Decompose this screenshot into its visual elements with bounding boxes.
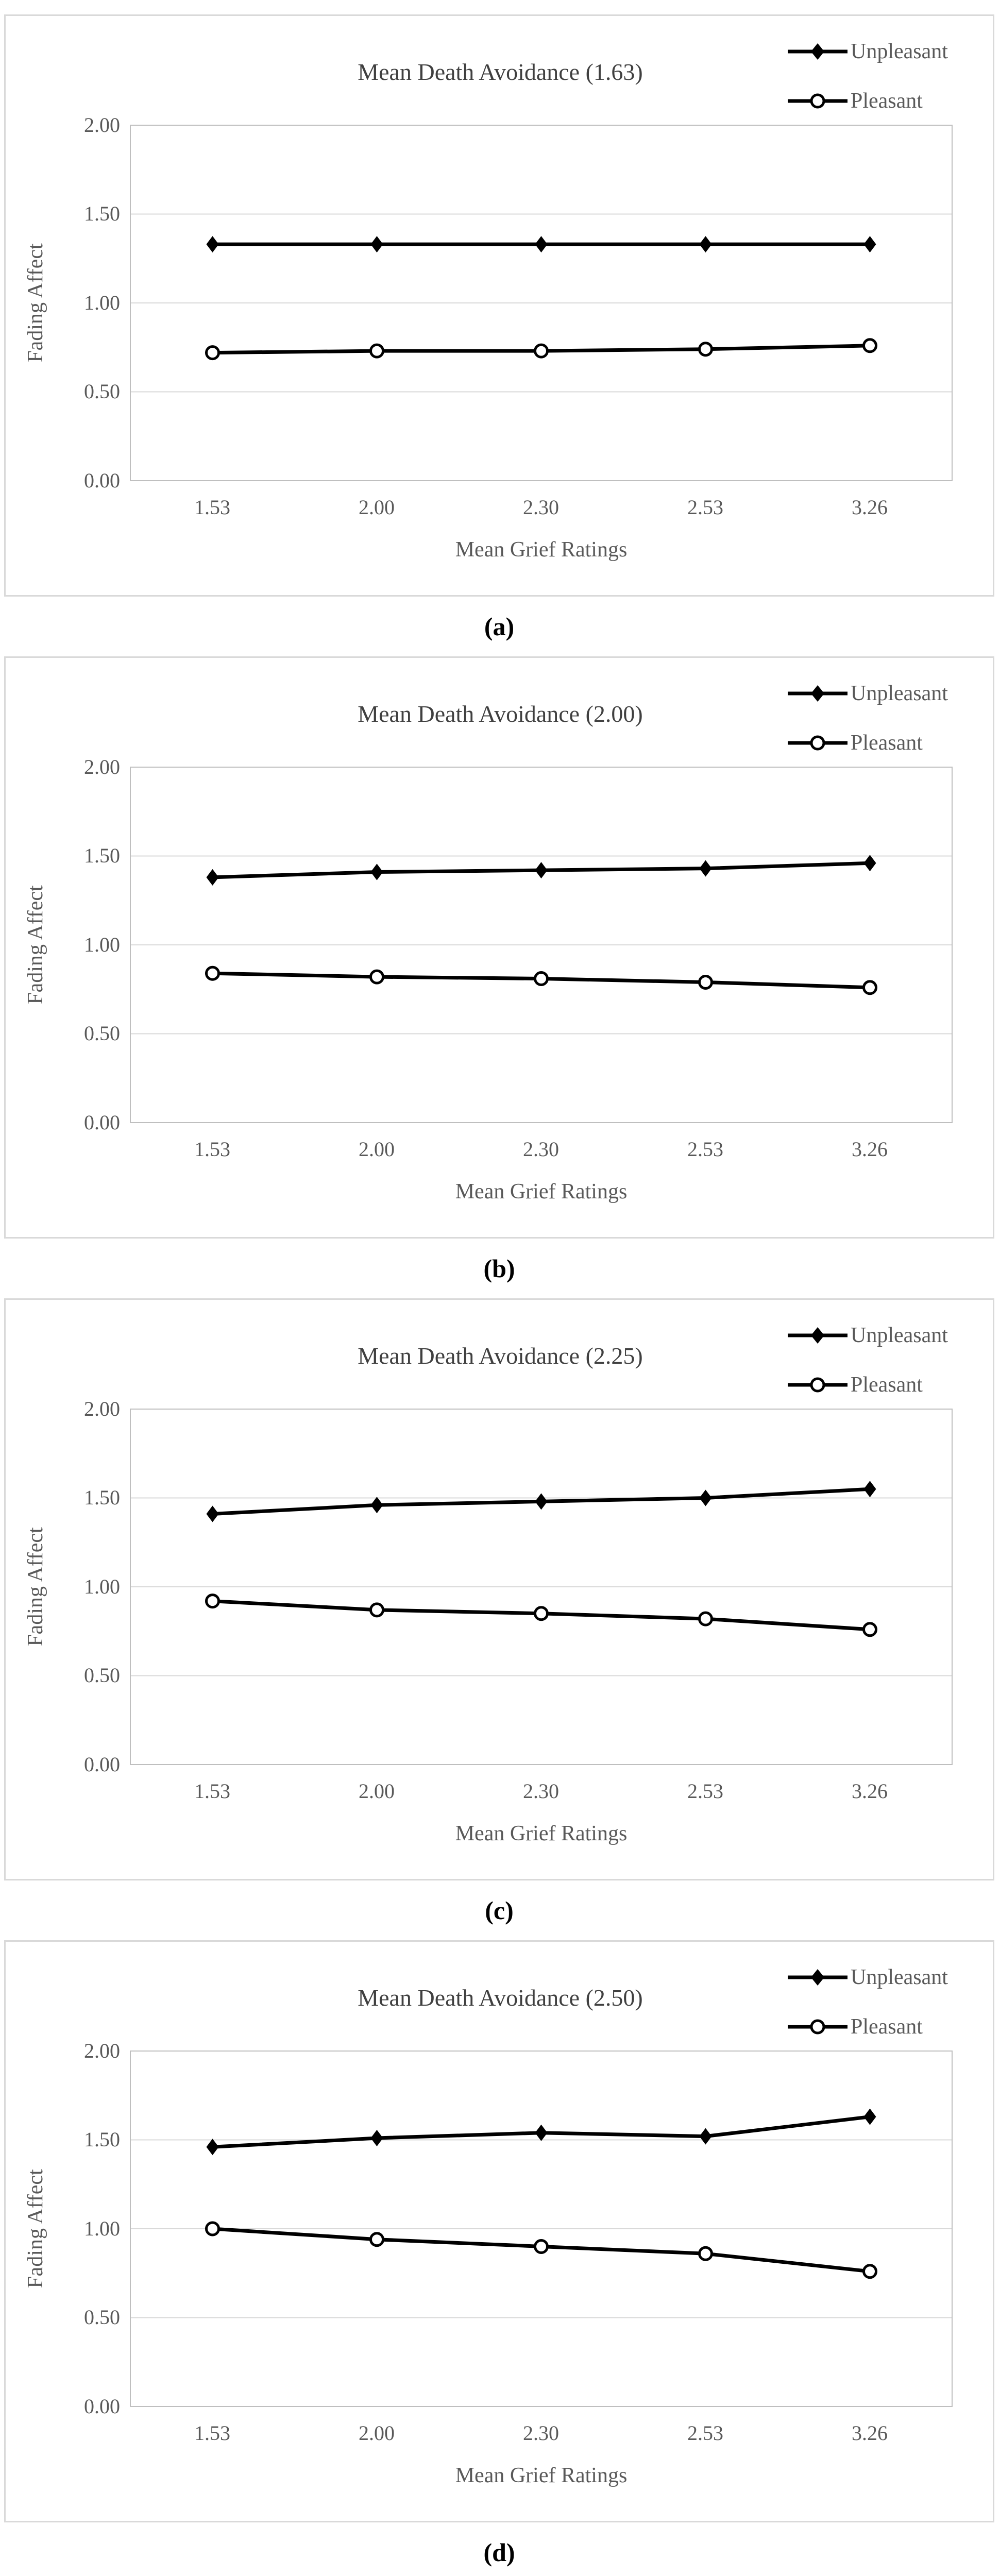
legend-item-pleasant: Pleasant xyxy=(788,2011,976,2043)
y-tick-label: 2.00 xyxy=(84,1397,120,1420)
x-tick-label: 2.30 xyxy=(523,1780,559,1803)
chart-title-b: Mean Death Avoidance (2.00) xyxy=(358,701,643,727)
y-tick-label: 2.00 xyxy=(84,755,120,778)
legend-item-pleasant: Pleasant xyxy=(788,727,976,759)
y-axis-title: Fading Affect xyxy=(24,1527,47,1647)
legend-label-pleasant: Pleasant xyxy=(851,2015,923,2039)
y-tick-label: 2.00 xyxy=(84,113,120,137)
chart-panel-b: Mean Death Avoidance (2.00) Unpleasant P… xyxy=(4,656,994,1239)
legend-d: Unpleasant Pleasant xyxy=(788,1961,976,2060)
x-tick-label: 2.53 xyxy=(687,1780,723,1803)
x-tick-label: 2.00 xyxy=(359,2421,395,2445)
x-axis-title: Mean Grief Ratings xyxy=(455,538,628,562)
y-tick-label: 1.50 xyxy=(84,844,120,867)
y-axis-title: Fading Affect xyxy=(24,2169,47,2289)
y-tick-label: 2.00 xyxy=(84,2039,120,2062)
y-axis-title: Fading Affect xyxy=(24,885,47,1005)
y-tick-label: 0.50 xyxy=(84,1022,120,1045)
y-tick-label: 0.00 xyxy=(84,1753,120,1776)
chart-panel-a: Mean Death Avoidance (1.63) Unpleasant P… xyxy=(4,14,994,597)
legend-label-unpleasant: Unpleasant xyxy=(851,40,948,63)
legend-item-pleasant: Pleasant xyxy=(788,1369,976,1401)
x-tick-label: 1.53 xyxy=(194,496,230,519)
chart-title-d: Mean Death Avoidance (2.50) xyxy=(358,1985,643,2011)
y-tick-label: 0.00 xyxy=(84,2395,120,2418)
open-circle-icon xyxy=(788,93,848,109)
legend-label-unpleasant: Unpleasant xyxy=(851,682,948,705)
chart-panel-c: Mean Death Avoidance (2.25) Unpleasant P… xyxy=(4,1298,994,1880)
y-tick-label: 1.50 xyxy=(84,2128,120,2151)
legend-item-unpleasant: Unpleasant xyxy=(788,1961,976,1993)
open-circle-icon xyxy=(788,735,848,751)
plot-area-b xyxy=(130,767,953,1123)
x-tick-label: 2.00 xyxy=(359,496,395,519)
legend-label-pleasant: Pleasant xyxy=(851,1373,923,1397)
legend-item-unpleasant: Unpleasant xyxy=(788,1319,976,1351)
x-tick-label: 3.26 xyxy=(852,1780,888,1803)
plot-area-d xyxy=(130,2050,953,2407)
y-axis-title: Fading Affect xyxy=(24,243,47,363)
y-tick-label: 1.50 xyxy=(84,1486,120,1509)
filled-diamond-icon xyxy=(788,1969,848,1986)
x-tick-label: 2.30 xyxy=(523,496,559,519)
y-tick-label: 1.00 xyxy=(84,933,120,956)
y-tick-label: 0.00 xyxy=(84,469,120,492)
legend-item-unpleasant: Unpleasant xyxy=(788,36,976,67)
x-tick-label: 3.26 xyxy=(852,1138,888,1161)
open-circle-icon xyxy=(788,2019,848,2035)
panel-caption-c: (c) xyxy=(485,1896,514,1925)
y-tick-label: 0.50 xyxy=(84,380,120,403)
x-tick-label: 2.53 xyxy=(687,2421,723,2445)
figure-panel-d: Mean Death Avoidance (2.50) Unpleasant P… xyxy=(0,1940,1000,2576)
x-tick-label: 3.26 xyxy=(852,2421,888,2445)
figure-panel-c: Mean Death Avoidance (2.25) Unpleasant P… xyxy=(0,1298,1000,1940)
plot-area-c xyxy=(130,1409,953,1765)
x-tick-label: 2.30 xyxy=(523,2421,559,2445)
legend-item-unpleasant: Unpleasant xyxy=(788,677,976,709)
x-tick-label: 1.53 xyxy=(194,1138,230,1161)
y-tick-label: 0.50 xyxy=(84,1664,120,1687)
x-tick-label: 2.53 xyxy=(687,1138,723,1161)
legend-label-unpleasant: Unpleasant xyxy=(851,1324,948,1347)
legend-a: Unpleasant Pleasant xyxy=(788,36,976,134)
x-tick-label: 2.53 xyxy=(687,496,723,519)
x-axis-title: Mean Grief Ratings xyxy=(455,1822,628,1845)
legend-label-pleasant: Pleasant xyxy=(851,731,923,755)
x-tick-label: 2.00 xyxy=(359,1780,395,1803)
x-tick-label: 1.53 xyxy=(194,2421,230,2445)
legend-item-pleasant: Pleasant xyxy=(788,85,976,117)
panel-caption-b: (b) xyxy=(483,1254,515,1283)
chart-title-c: Mean Death Avoidance (2.25) xyxy=(358,1343,643,1369)
y-tick-label: 0.50 xyxy=(84,2306,120,2329)
x-tick-label: 3.26 xyxy=(852,496,888,519)
figure-panel-a: Mean Death Avoidance (1.63) Unpleasant P… xyxy=(0,14,1000,656)
open-circle-icon xyxy=(788,1377,848,1393)
legend-c: Unpleasant Pleasant xyxy=(788,1319,976,1418)
y-tick-label: 1.50 xyxy=(84,202,120,225)
x-axis-title: Mean Grief Ratings xyxy=(455,2464,628,2487)
figure-panel-b: Mean Death Avoidance (2.00) Unpleasant P… xyxy=(0,656,1000,1298)
filled-diamond-icon xyxy=(788,685,848,702)
y-tick-label: 1.00 xyxy=(84,2217,120,2240)
y-tick-label: 1.00 xyxy=(84,1575,120,1598)
plot-area-a xyxy=(130,125,953,481)
x-tick-label: 2.30 xyxy=(523,1138,559,1161)
x-axis-title: Mean Grief Ratings xyxy=(455,1180,628,1204)
legend-b: Unpleasant Pleasant xyxy=(788,677,976,776)
filled-diamond-icon xyxy=(788,43,848,60)
filled-diamond-icon xyxy=(788,1327,848,1344)
x-tick-label: 2.00 xyxy=(359,1138,395,1161)
panel-caption-a: (a) xyxy=(484,612,515,641)
panel-caption-d: (d) xyxy=(483,2538,515,2567)
legend-label-pleasant: Pleasant xyxy=(851,89,923,113)
chart-title-a: Mean Death Avoidance (1.63) xyxy=(358,59,643,85)
legend-label-unpleasant: Unpleasant xyxy=(851,1965,948,1989)
y-tick-label: 0.00 xyxy=(84,1111,120,1134)
y-tick-label: 1.00 xyxy=(84,291,120,314)
chart-panel-d: Mean Death Avoidance (2.50) Unpleasant P… xyxy=(4,1940,994,2522)
x-tick-label: 1.53 xyxy=(194,1780,230,1803)
